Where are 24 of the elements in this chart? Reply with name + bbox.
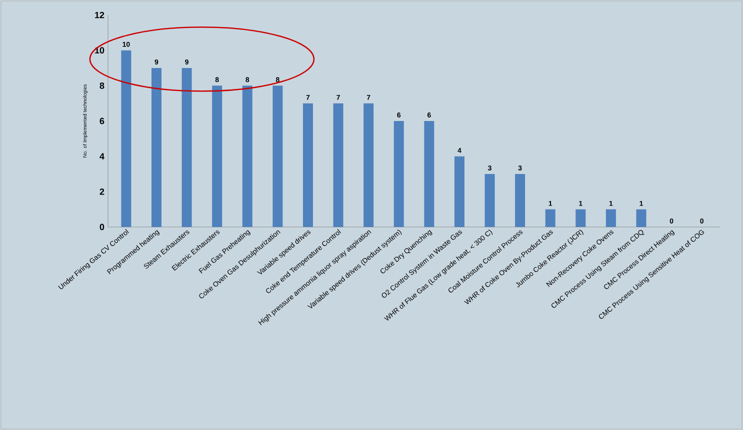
bar <box>272 86 283 227</box>
bar <box>242 86 252 227</box>
y-tick-label: 12 <box>95 12 104 18</box>
bar <box>515 174 526 227</box>
bar <box>182 68 192 227</box>
bar <box>636 209 646 227</box>
y-tick-label: 2 <box>100 188 104 195</box>
bar <box>394 120 404 227</box>
y-tick-label: 4 <box>100 153 104 160</box>
y-tick-label: 8 <box>100 82 104 89</box>
bar <box>212 86 222 227</box>
y-tick-label: 0 <box>100 224 104 230</box>
bar <box>454 156 464 227</box>
bar <box>121 50 132 227</box>
bar <box>606 209 616 227</box>
bar <box>302 103 313 227</box>
y-tick-label: 6 <box>100 118 104 124</box>
bar <box>484 174 495 227</box>
bar <box>333 103 344 227</box>
bar <box>364 103 374 227</box>
bar <box>424 120 434 227</box>
bar <box>545 209 556 227</box>
bar <box>576 209 586 227</box>
bar <box>151 68 162 227</box>
